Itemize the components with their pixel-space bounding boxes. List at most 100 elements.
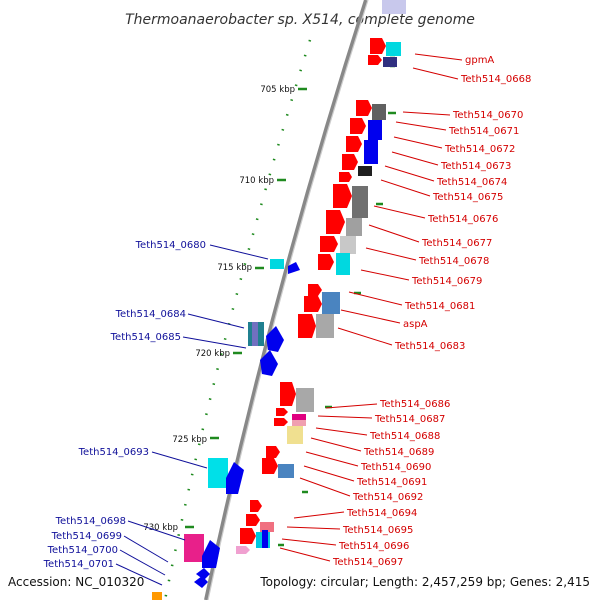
gene-block [260, 522, 274, 532]
gene-block [382, 0, 406, 14]
gene-label: Teth514_0678 [418, 256, 489, 267]
gene-label: Teth514_0673 [440, 161, 511, 172]
gene-label: Teth514_0695 [342, 525, 413, 536]
gene-label: Teth514_0697 [332, 557, 403, 568]
gene-arrow [240, 528, 256, 544]
gene-arrow [194, 576, 208, 588]
gene-block [278, 464, 294, 478]
gene-arrow [326, 210, 345, 234]
gene-arrow [350, 118, 366, 134]
gene-arrow [320, 236, 338, 252]
gene-arrow [304, 296, 322, 312]
gene-block [316, 314, 334, 338]
gene-label: Teth514_0680 [135, 240, 206, 251]
gene-label: Teth514_0701 [43, 559, 114, 570]
gene-block [252, 322, 258, 346]
reverse-genes [152, 259, 300, 600]
gene-block [340, 236, 356, 254]
gene-label: Teth514_0676 [427, 214, 498, 225]
tick-label: 725 kbp [172, 435, 207, 445]
gene-label: Teth514_0684 [115, 309, 186, 320]
gene-label: Teth514_0675 [432, 192, 503, 203]
gene-label: Teth514_0688 [369, 431, 440, 442]
kbp-ticks: 705 kbp 710 kbp 715 kbp 720 kbp 725 kbp … [143, 85, 307, 533]
gene-block [368, 120, 382, 140]
gene-arrow [318, 254, 334, 270]
gene-label: Teth514_0689 [363, 447, 434, 458]
tick-label: 720 kbp [195, 349, 230, 359]
gene-block [296, 388, 314, 412]
gene-label: Teth514_0671 [448, 126, 519, 137]
genome-backbone-highlight [207, 0, 369, 600]
gene-label: Teth514_0679 [411, 276, 482, 287]
gene-arrow [274, 418, 288, 426]
gene-label: Teth514_0699 [51, 531, 122, 542]
gene-arrow [262, 458, 278, 474]
gene-block [270, 259, 284, 269]
gene-block [262, 530, 268, 548]
forward-genes [236, 0, 406, 554]
gene-block [184, 534, 204, 562]
gene-label: Teth514_0691 [356, 477, 427, 488]
gene-label: Teth514_0693 [78, 447, 149, 458]
gene-arrow [250, 500, 262, 512]
gene-arrow [356, 100, 372, 116]
gene-arrow [298, 314, 316, 338]
accession-label: Accession: NC_010320 [8, 575, 144, 589]
gene-label: Teth514_0672 [444, 144, 515, 155]
map-title: Thermoanaerobacter sp. X514, complete ge… [125, 12, 475, 28]
gene-label: Teth514_0677 [421, 238, 492, 249]
gene-arrow [266, 326, 284, 352]
gene-label: aspA [403, 319, 428, 330]
tick-label: 730 kbp [143, 523, 178, 533]
gene-block [372, 104, 386, 120]
gene-label: Teth514_0685 [110, 332, 181, 343]
gene-block [352, 186, 368, 218]
scale-dotted-arc [163, 39, 312, 600]
gene-block [208, 458, 228, 488]
gene-label: gpmA [465, 55, 494, 66]
gene-block [346, 218, 362, 236]
gene-arrow [339, 172, 352, 182]
tick-label: 710 kbp [239, 176, 274, 186]
gene-block [336, 253, 350, 275]
gene-label: Teth514_0674 [436, 177, 507, 188]
gene-block [287, 426, 303, 444]
gene-label: Teth514_0700 [47, 545, 118, 556]
gene-arrow [246, 514, 260, 526]
gene-block [358, 166, 372, 176]
gene-arrow [370, 38, 386, 54]
gene-block [292, 420, 306, 426]
gene-arrow [202, 540, 220, 568]
gene-label: Teth514_0698 [55, 516, 126, 527]
gene-arrow [346, 136, 362, 152]
reverse-leader-lines [115, 244, 269, 586]
gene-arrow [333, 184, 352, 208]
gene-arrow [266, 446, 280, 458]
gene-arrow [288, 262, 300, 274]
gene-label: Teth514_0686 [379, 399, 450, 410]
gene-label: Teth514_0683 [394, 341, 465, 352]
tick-label: 715 kbp [217, 263, 252, 273]
gene-arrow [276, 408, 288, 416]
gene-block [383, 57, 397, 67]
gene-label: Teth514_0694 [346, 508, 417, 519]
genome-backbone [204, 0, 368, 600]
gene-label: Teth514_0687 [374, 414, 445, 425]
gene-label: Teth514_0696 [338, 541, 409, 552]
tick-label: 705 kbp [260, 85, 295, 95]
gene-arrow [368, 55, 382, 65]
gene-label: Teth514_0668 [460, 74, 531, 85]
gene-label: Teth514_0681 [404, 301, 475, 312]
forward-leader-lines [279, 53, 463, 562]
gene-arrow [260, 350, 278, 376]
gene-arrow [342, 154, 358, 170]
forward-gene-labels: gpmA Teth514_0668 Teth514_0670 Teth514_0… [332, 55, 531, 568]
gene-label: Teth514_0670 [452, 110, 523, 121]
topology-label: Topology: circular; Length: 2,457,259 bp… [259, 575, 590, 589]
gene-arrow [308, 284, 322, 296]
gene-label: Teth514_0692 [352, 492, 423, 503]
gene-block [364, 140, 378, 164]
gene-arrow [196, 568, 210, 580]
